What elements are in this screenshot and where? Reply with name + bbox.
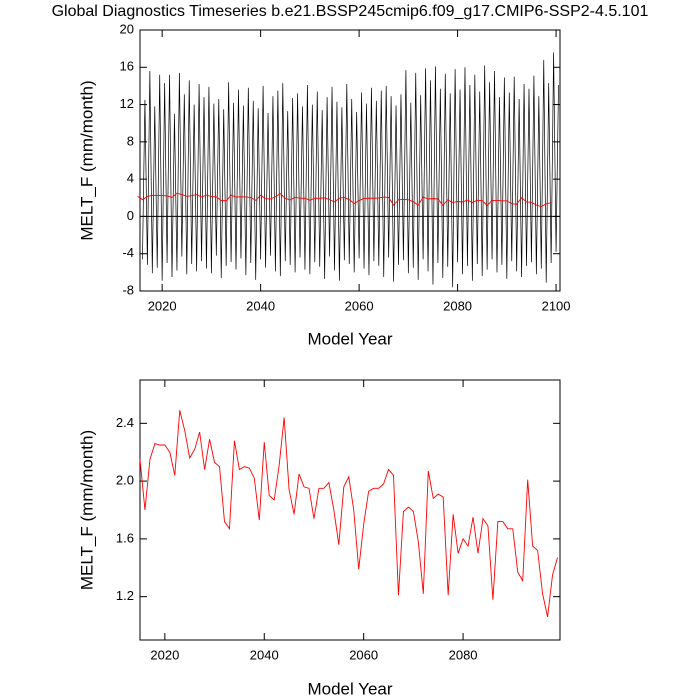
x-axis-label: Model Year	[307, 329, 392, 348]
y-tick-label: -8	[122, 282, 134, 297]
y-axis-label: MELT_F (mm/month)	[77, 80, 96, 240]
chart-title: Global Diagnostics Timeseries b.e21.BSSP…	[52, 3, 649, 20]
y-tick-label: 2.0	[116, 473, 134, 488]
plot-frame	[139, 379, 561, 641]
x-tick-label: 2020	[148, 298, 177, 313]
x-tick-label: 2060	[345, 298, 374, 313]
y-tick-label: 16	[120, 59, 134, 74]
series-line	[137, 192, 552, 208]
x-tick-label: 2060	[349, 647, 378, 662]
x-tick-label: 2100	[542, 298, 571, 313]
plot-frame	[139, 29, 561, 292]
y-tick-label: 0	[127, 208, 134, 223]
x-tick-label: 2080	[443, 298, 472, 313]
y-tick-label: 12	[120, 96, 134, 111]
x-axis-label: Model Year	[307, 679, 392, 698]
series-line	[139, 410, 558, 617]
y-tick-label: 4	[127, 171, 134, 186]
x-tick-label: 2040	[246, 298, 275, 313]
y-tick-label: 1.2	[116, 588, 134, 603]
x-tick-label: 2020	[150, 647, 179, 662]
y-tick-label: -4	[122, 245, 134, 260]
y-tick-label: 2.4	[116, 415, 134, 430]
series-line	[142, 52, 559, 288]
y-tick-label: 8	[127, 133, 134, 148]
x-tick-label: 2080	[449, 647, 478, 662]
y-tick-label: 20	[120, 21, 134, 36]
y-tick-label: 1.6	[116, 530, 134, 545]
y-axis-label: MELT_F (mm/month)	[77, 430, 96, 590]
x-tick-label: 2040	[250, 647, 279, 662]
